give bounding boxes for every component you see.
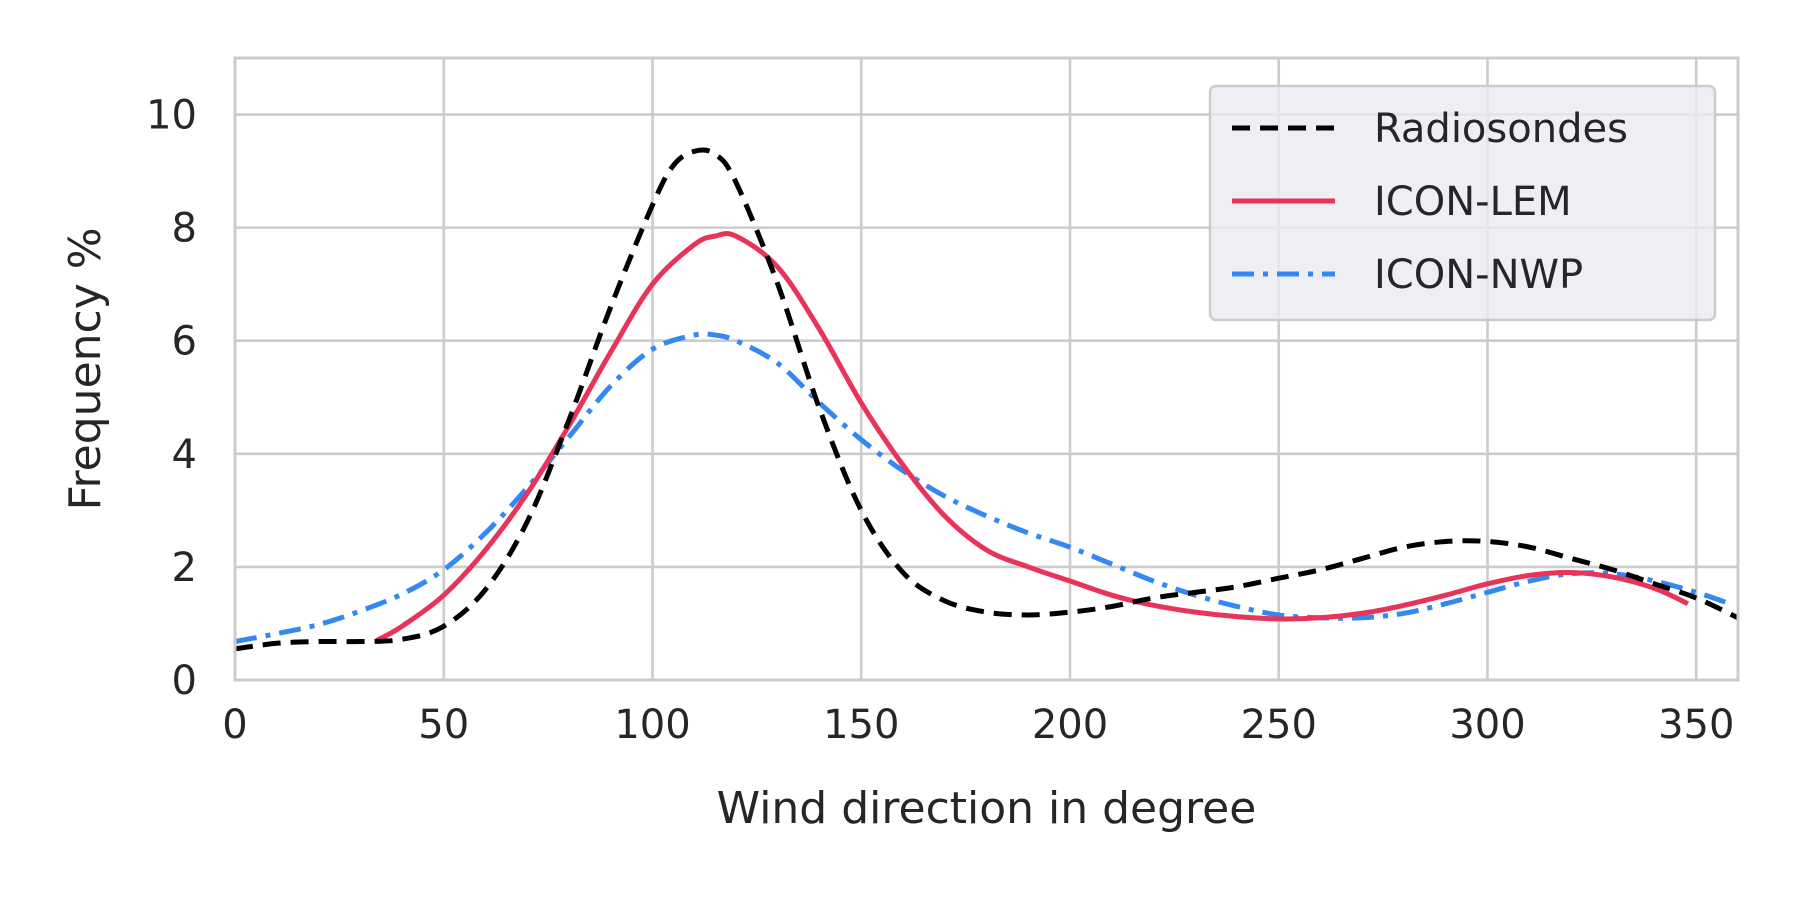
plot-frame <box>233 56 1740 682</box>
x-tick-label: 100 <box>614 702 690 748</box>
legend: Radiosondes ICON-LEM ICON-NWP <box>1208 84 1717 322</box>
legend-label: ICON-NWP <box>1374 252 1583 298</box>
x-tick-label: 0 <box>222 702 247 748</box>
x-tick-label: 150 <box>823 702 899 748</box>
x-axis-label: Wind direction in degree <box>717 783 1257 834</box>
legend-label: ICON-LEM <box>1374 179 1572 225</box>
y-tick-label: 8 <box>172 206 197 252</box>
legend-box <box>1208 84 1717 322</box>
series-layer <box>234 147 1740 652</box>
x-tick-label: 350 <box>1658 702 1734 748</box>
y-tick-label: 0 <box>172 658 197 704</box>
y-axis-ticks: 0 2 4 6 8 10 <box>146 93 197 704</box>
x-tick-label: 200 <box>1032 702 1108 748</box>
series-line-icon-lem <box>375 230 1689 643</box>
legend-label: Radiosondes <box>1374 106 1628 152</box>
x-tick-label: 250 <box>1241 702 1317 748</box>
y-tick-label: 2 <box>172 545 197 591</box>
y-tick-label: 6 <box>172 319 197 365</box>
x-tick-label: 50 <box>418 702 469 748</box>
series-line-icon-nwp <box>234 331 1731 645</box>
x-axis-ticks: 0 50 100 150 200 250 300 350 <box>222 702 1734 748</box>
y-tick-label: 10 <box>146 93 197 139</box>
series-line-radiosondes <box>234 147 1740 652</box>
y-axis-label: Frequency % <box>60 227 111 510</box>
x-tick-label: 300 <box>1449 702 1525 748</box>
y-tick-label: 4 <box>172 432 197 478</box>
